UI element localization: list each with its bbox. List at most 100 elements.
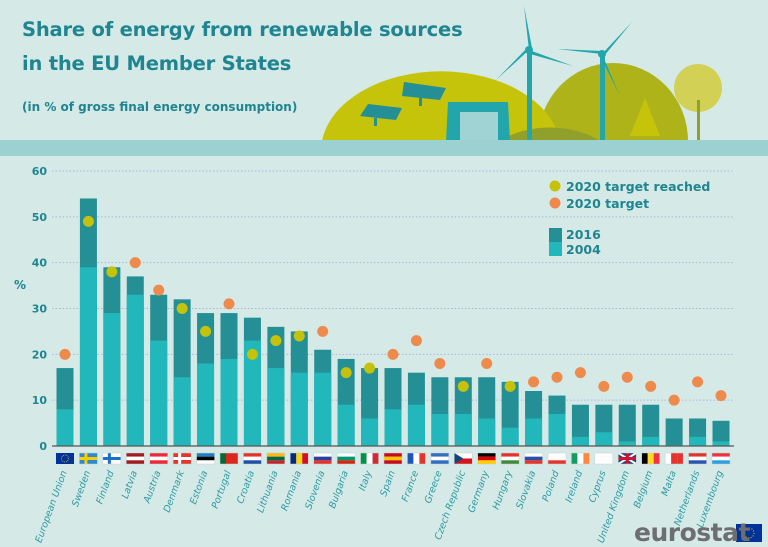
bar-2004 — [548, 413, 566, 446]
chart-title-line1: Share of energy from renewable sources — [22, 18, 463, 41]
target-marker — [574, 367, 586, 379]
bar-2004 — [525, 418, 543, 446]
flag-icon-poland — [547, 452, 567, 465]
bar-2004 — [126, 294, 144, 446]
y-tick-label: 20 — [32, 348, 48, 361]
x-tick-label: Spain — [378, 469, 397, 498]
bar-2004 — [454, 413, 472, 446]
target-marker — [434, 358, 446, 369]
flag-icon-czech-republic — [454, 452, 473, 465]
eurostat-logo: eurostat — [634, 518, 750, 547]
bar-2004 — [571, 436, 589, 446]
x-tick-label: Lithuania — [255, 469, 280, 514]
target-marker — [317, 325, 329, 337]
bar-2004 — [501, 427, 519, 446]
target-reached-marker — [364, 362, 376, 374]
target-marker — [692, 376, 704, 388]
legend-target-label: 2020 target — [566, 196, 649, 211]
x-tick-label: Cyprus — [587, 469, 609, 504]
bar-2004 — [478, 418, 496, 446]
target-reached-marker — [270, 335, 282, 347]
bar-2016 — [571, 404, 589, 446]
target-marker — [129, 257, 141, 269]
flag-icon-croatia — [243, 452, 262, 465]
bar-2016 — [618, 404, 636, 446]
legend-reached-label: 2020 target reached — [566, 179, 710, 194]
legend-2016-label: 2016 — [566, 227, 601, 242]
bar-2004 — [220, 358, 238, 446]
x-tick-label: Italy — [357, 469, 375, 492]
flag-icon-united-kingdom — [617, 452, 637, 465]
flag-icon-germany — [477, 452, 496, 465]
target-marker — [598, 380, 610, 392]
bar-2004 — [103, 313, 121, 446]
x-tick-label: Hungary — [491, 469, 515, 511]
bar-2004 — [150, 340, 168, 446]
y-tick-label: 10 — [32, 394, 48, 407]
flag-icon-denmark — [172, 452, 192, 465]
target-reached-marker — [457, 380, 469, 392]
flag-icon-romania — [290, 452, 309, 465]
x-tick-label: Greece — [423, 469, 445, 505]
flag-icon-finland — [102, 452, 122, 465]
legend-reached-marker — [549, 180, 561, 192]
chart-title-line2: in the EU Member States — [22, 52, 292, 75]
bar-2016 — [712, 420, 730, 446]
bar-2004 — [618, 441, 636, 446]
x-tick-label: Denmark — [162, 469, 187, 514]
x-tick-label: Poland — [541, 468, 563, 503]
target-marker — [410, 335, 422, 347]
flag-icon-luxembourg — [711, 452, 731, 465]
bar-2016 — [642, 404, 660, 446]
x-tick-label: France — [400, 469, 421, 503]
x-tick-label: Croatia — [235, 469, 257, 505]
flag-icon-malta — [664, 452, 684, 465]
legend-2004-swatch — [549, 242, 562, 256]
x-tick-label: Malta — [660, 469, 679, 498]
x-tick-label: Latvia — [120, 469, 140, 500]
target-reached-marker — [293, 330, 305, 342]
x-tick-label: Belgium — [632, 469, 656, 509]
dam-icon — [446, 102, 510, 141]
bar-2004 — [431, 413, 449, 446]
x-tick-label: Portugal — [210, 469, 234, 510]
y-tick-label: 0 — [39, 440, 47, 453]
target-marker — [387, 348, 399, 360]
bar-2004 — [314, 372, 332, 446]
bar-2004 — [197, 363, 215, 446]
y-tick-label: 50 — [32, 211, 48, 224]
bar-2004 — [79, 267, 97, 446]
bar-2004 — [361, 418, 379, 446]
target-reached-marker — [106, 266, 118, 278]
chart-subtitle: (in % of gross final energy consumption) — [22, 100, 298, 114]
target-marker — [528, 376, 540, 388]
target-reached-marker — [176, 303, 188, 314]
y-tick-label: 30 — [32, 303, 48, 316]
bar-2004 — [267, 368, 285, 446]
bar-2004 — [337, 404, 355, 446]
target-marker — [59, 348, 71, 360]
flag-icon-italy — [360, 452, 379, 465]
flag-icon-lithuania — [266, 452, 286, 465]
header-band — [0, 140, 768, 156]
flag-icon-sweden — [79, 452, 98, 465]
x-tick-label: Bulgaria — [327, 469, 351, 510]
x-tick-label: Austria — [141, 469, 163, 505]
x-tick-label: Germany — [466, 469, 491, 514]
bar-2004 — [595, 432, 613, 446]
x-tick-label: Ireland — [564, 468, 586, 504]
bar-2004 — [712, 441, 730, 446]
legend-2004-label: 2004 — [566, 242, 601, 257]
x-tick-label: Slovenia — [303, 469, 327, 511]
flag-icon-france — [407, 452, 426, 465]
target-reached-marker — [200, 325, 212, 337]
x-tick-label: Sweden — [70, 469, 93, 508]
flag-icon-ireland — [571, 452, 590, 465]
flag-icon-cyprus — [594, 452, 614, 465]
renewable-landscape-illustration — [322, 6, 722, 141]
flag-icon-spain — [383, 452, 403, 465]
y-tick-label: 60 — [32, 165, 48, 178]
flag-icon-slovenia — [313, 452, 332, 465]
legend: 2020 target reached 2020 target 2016 200… — [549, 179, 710, 257]
